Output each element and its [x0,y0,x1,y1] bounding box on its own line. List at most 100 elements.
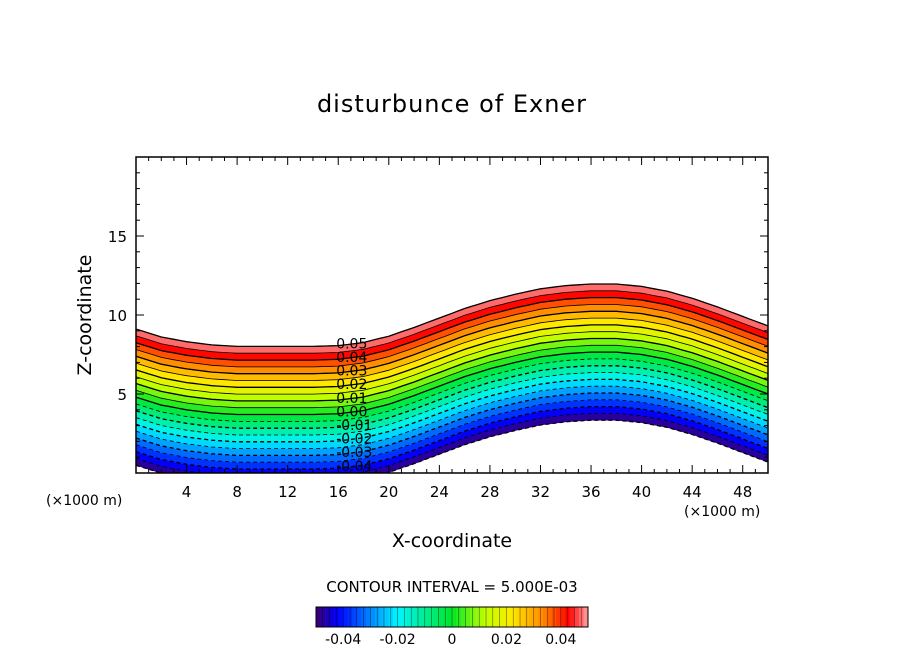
colorbar-cell [356,607,362,627]
contour-line [136,392,768,457]
colorbar-cell [438,607,444,627]
colorbar-cell [547,607,553,627]
colorbar-cell [393,607,398,627]
colorbar-cell [420,607,426,627]
colorbar-cell [329,607,335,627]
colorbar-tick-label: 0.02 [491,632,522,648]
contour-line [136,296,768,361]
x-tick-label: 32 [531,483,550,501]
contour-line [136,283,768,348]
contour-label: 0.05 [336,336,367,352]
y-tick-label: 15 [108,228,127,246]
y-unit-label: (×1000 m) [46,493,122,509]
colorbar-cell [501,607,507,627]
x-tick-label: 36 [581,483,600,501]
colorbar [315,606,589,628]
contour-line [136,290,768,354]
x-tick-label: 20 [379,483,398,501]
contour-line [136,365,768,429]
colorbar-labels: -0.04 -0.02 0 0.02 0.04 [325,632,576,648]
colorbar-cell [533,607,539,627]
contour-line [136,385,768,449]
contour-line [136,304,768,368]
x-tick-label: 28 [480,483,499,501]
y-tick-label: 5 [117,386,127,404]
contour-line [136,324,768,388]
colorbar-cell [492,607,498,627]
contour-label: 0.00 [336,404,367,420]
contour-line [136,419,768,473]
colorbar-tick-label: 0.04 [545,632,576,648]
colorbar-cell [411,607,417,627]
colorbar-cell [406,607,412,627]
contour-line [136,358,768,422]
colorbar-cell [370,607,376,627]
colorbar-cell [515,607,521,627]
contour-band [136,413,768,473]
contour-line [136,378,768,443]
colorbar-cell [574,607,580,627]
contour-interval-text: CONTOUR INTERVAL = 5.000E-03 [326,578,577,596]
contour-line [136,372,768,436]
x-tick-label: 40 [632,483,651,501]
x-tick-label: 48 [733,483,752,501]
y-axis-label: Z-coordinate [74,255,96,376]
colorbar-cell [352,607,358,627]
x-axis-label: X-coordinate [392,530,512,552]
contour-labels: 0.050.040.030.020.010.00-0.01-0.02-0.03-… [336,336,372,473]
colorbar-cell [433,607,439,627]
contour-line [136,310,768,375]
colorbar-cell [424,607,430,627]
contour-line [136,337,768,402]
contour-label: -0.02 [336,432,372,448]
contour-label: 0.03 [336,364,367,380]
colorbar-cell [447,607,453,627]
colorbar-cell [583,607,589,627]
contour-line [136,317,768,381]
contour-label: -0.03 [336,445,372,461]
contour-line [136,405,768,470]
x-tick-label: 4 [182,483,192,501]
colorbar-cell [325,607,330,627]
colorbar-cell [506,607,512,627]
colorbar-cell [560,607,566,627]
contour-label: 0.04 [336,350,367,366]
colorbar-cell [338,607,344,627]
x-tick-label: 12 [278,483,297,501]
colorbar-cell [479,607,485,627]
contour-label: -0.01 [336,418,372,434]
colorbar-cell [520,607,525,627]
colorbar-cell [379,607,385,627]
colorbar-tick-label: -0.04 [325,632,361,648]
contour-label: 0.02 [336,377,367,393]
contour-line [136,413,768,473]
x-tick-label: 44 [683,483,702,501]
colorbar-cell [488,607,494,627]
colorbar-cell [465,607,471,627]
colorbar-cell [529,607,534,627]
colorbar-cell [556,607,562,627]
x-tick-label: 24 [430,483,449,501]
colorbar-cell [542,607,548,627]
chart-title: disturbunce of Exner [317,90,587,118]
colorbar-tick-label: -0.02 [379,632,415,648]
contour-lines [136,283,768,473]
colorbar-cell [343,607,349,627]
colorbar-cell [461,607,466,627]
x-tick-labels: 4 8 12 16 20 24 28 32 36 40 44 48 [182,483,752,501]
x-tick-label: 8 [232,483,242,501]
contour-line [136,331,768,395]
x-tick-label: 16 [329,483,348,501]
contour-line [136,399,768,463]
colorbar-cell [569,607,575,627]
axis-ticks [136,157,768,473]
colorbar-cell [397,607,403,627]
colorbar-cell [474,607,480,627]
colorbar-frame [315,606,589,628]
contour-line [136,351,768,416]
colorbar-cell [316,607,321,627]
colorbar-tick-label: 0 [448,632,457,648]
colorbar-cell [452,607,457,627]
colorbar-cell [384,607,389,627]
